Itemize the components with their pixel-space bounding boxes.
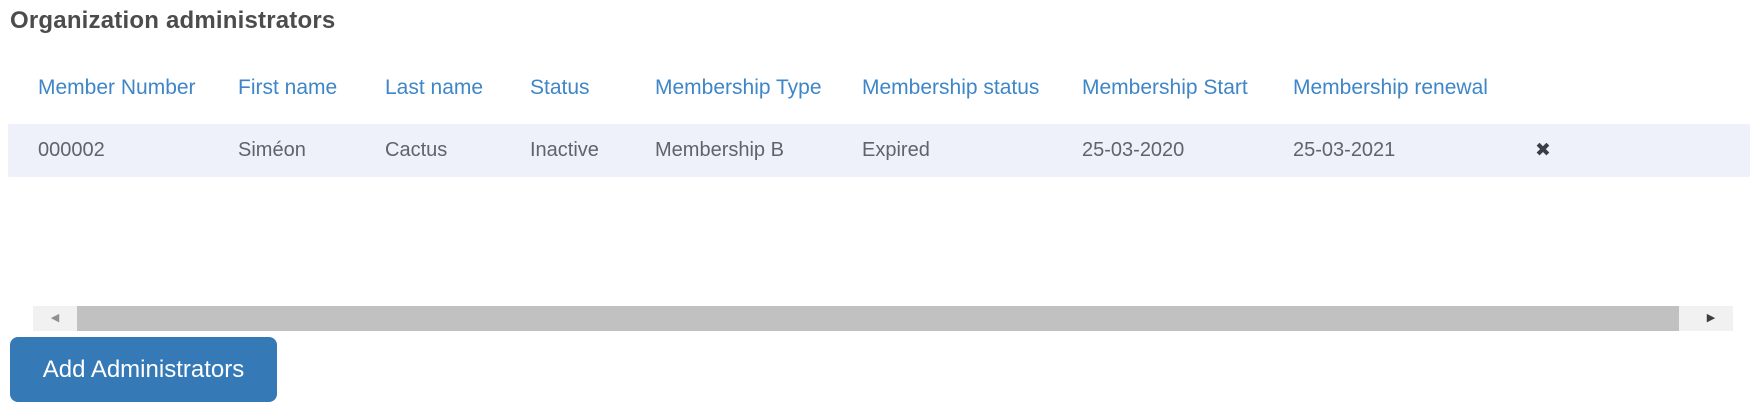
cell-last-name: Cactus	[385, 139, 448, 161]
cell-status: Inactive	[530, 139, 599, 161]
horizontal-scrollbar[interactable]: ◀ ▶	[33, 306, 1733, 331]
page-title: Organization administrators	[10, 7, 336, 34]
table-empty-area	[0, 177, 1755, 306]
cell-actions: ✖	[1510, 139, 1750, 162]
table-header-row: Member Number First name Last name Statu…	[8, 75, 1750, 100]
administrators-table: Member Number First name Last name Statu…	[0, 75, 1755, 177]
cell-first-name: Siméon	[238, 139, 306, 161]
scroll-left-button[interactable]: ◀	[33, 306, 77, 331]
cell-membership-start: 25-03-2020	[1082, 139, 1185, 161]
column-header-status[interactable]: Status	[530, 75, 590, 99]
column-header-last-name[interactable]: Last name	[385, 75, 484, 99]
table-row[interactable]: 000002 Siméon Cactus Inactive Membership…	[8, 124, 1750, 177]
scrollbar-thumb[interactable]	[77, 306, 1679, 331]
cell-membership-renewal: 25-03-2021	[1293, 139, 1396, 161]
column-header-membership-start[interactable]: Membership Start	[1082, 75, 1248, 99]
add-administrators-button[interactable]: Add Administrators	[10, 337, 277, 402]
scroll-left-icon: ◀	[50, 312, 60, 324]
scroll-right-button[interactable]: ▶	[1689, 306, 1733, 331]
column-header-member-number[interactable]: Member Number	[38, 75, 196, 99]
column-header-membership-renewal[interactable]: Membership renewal	[1293, 75, 1488, 99]
column-header-membership-type[interactable]: Membership Type	[655, 75, 822, 99]
column-header-first-name[interactable]: First name	[238, 75, 338, 99]
scrollbar-track-gap[interactable]	[1679, 306, 1689, 331]
remove-row-icon[interactable]: ✖	[1535, 140, 1551, 161]
cell-membership-status: Expired	[862, 139, 930, 161]
scroll-right-icon: ▶	[1706, 312, 1716, 324]
cell-member-number: 000002	[38, 139, 105, 161]
cell-membership-type: Membership B	[655, 139, 784, 161]
column-header-membership-status[interactable]: Membership status	[862, 75, 1040, 99]
